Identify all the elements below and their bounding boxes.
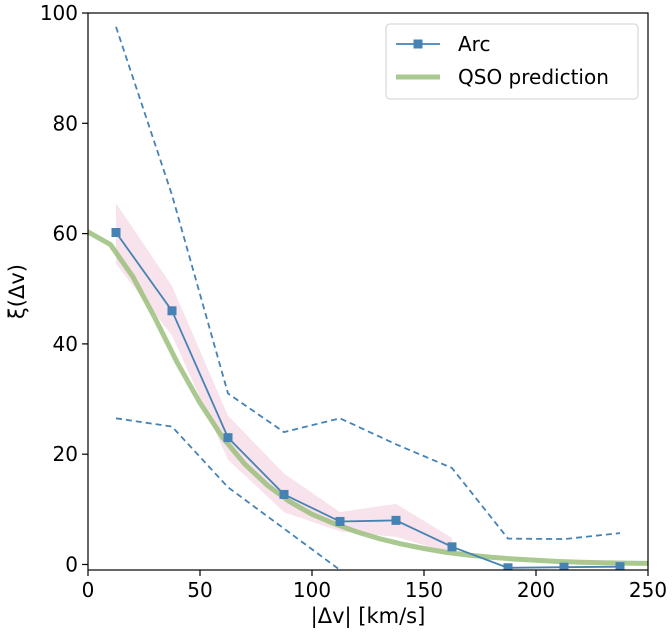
qso-prediction-line <box>88 229 648 566</box>
x-tick-label: 250 <box>629 578 667 602</box>
x-tick-label: 0 <box>82 578 95 602</box>
legend: Arc QSO prediction <box>385 23 639 100</box>
legend-arc-marker <box>413 39 423 49</box>
arc-marker <box>503 563 513 570</box>
x-tick-label: 200 <box>517 578 555 602</box>
x-axis-label: |Δv| [km/s] <box>311 604 426 629</box>
y-axis-label: ξ(Δv) <box>5 264 29 319</box>
uncertainty-band <box>116 203 452 554</box>
legend-box <box>385 23 639 100</box>
arc-marker <box>559 562 569 570</box>
arc-marker <box>279 489 289 499</box>
y-tick-label: 80 <box>53 111 78 135</box>
y-tick-label: 100 <box>40 1 78 25</box>
arc-marker <box>223 433 233 443</box>
arc-marker <box>391 515 401 525</box>
lower-bound-line <box>115 417 341 570</box>
ticks-layer: 0 50 100 150 200 250 0 20 40 60 80 100 <box>40 1 667 602</box>
y-tick-label: 60 <box>53 222 78 246</box>
band-layer <box>116 203 452 554</box>
x-tick-label: 150 <box>405 578 443 602</box>
legend-qso-label: QSO prediction <box>458 65 609 89</box>
upper-bound-line <box>115 26 621 541</box>
arc-marker <box>615 562 625 570</box>
arc-marker <box>111 227 121 237</box>
y-tick-label: 0 <box>65 552 78 576</box>
x-tick-label: 100 <box>293 578 331 602</box>
y-tick-label: 40 <box>53 332 78 356</box>
y-tick-label: 20 <box>53 442 78 466</box>
arc-line <box>115 231 621 569</box>
arc-marker <box>335 516 345 526</box>
legend-arc-label: Arc <box>458 32 490 56</box>
series-layer <box>88 26 648 570</box>
arc-marker <box>167 306 177 316</box>
marker-layer <box>111 227 625 570</box>
x-tick-label: 50 <box>187 578 212 602</box>
plot-frame <box>87 12 649 571</box>
arc-marker <box>447 542 457 552</box>
